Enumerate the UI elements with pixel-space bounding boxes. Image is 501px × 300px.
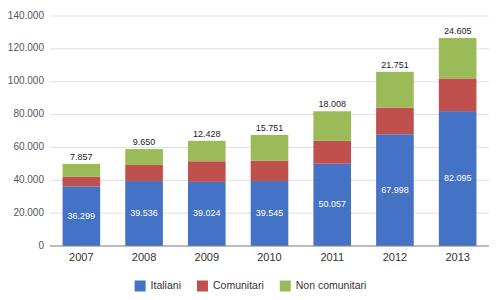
y-tick-label: 80.000 bbox=[13, 108, 44, 119]
legend-swatch bbox=[197, 281, 208, 292]
legend-label: Comunitari bbox=[213, 279, 264, 291]
legend: Italiani Comunitari Non comunitari bbox=[135, 279, 367, 292]
bar-segment bbox=[63, 177, 101, 187]
bar-segment bbox=[188, 161, 226, 182]
x-tick-label: 2008 bbox=[132, 251, 156, 263]
bar-segment bbox=[376, 134, 414, 246]
legend-item: Non comunitari bbox=[280, 279, 367, 292]
bar-segment bbox=[188, 141, 226, 161]
grid-line bbox=[50, 246, 489, 247]
y-tick-label: 140.000 bbox=[8, 10, 45, 21]
y-tick-label: 100.000 bbox=[8, 75, 45, 86]
bar-segment bbox=[251, 181, 289, 246]
legend-item: Italiani bbox=[135, 279, 181, 292]
bars bbox=[63, 38, 477, 246]
bar-segment bbox=[439, 38, 477, 78]
bar-segment bbox=[251, 135, 289, 161]
bar-segment bbox=[313, 164, 351, 246]
data-label: 39.024 bbox=[193, 208, 221, 218]
x-axis-line bbox=[50, 246, 489, 247]
legend-swatch bbox=[135, 281, 146, 292]
data-labels: 36.299 39.536 39.024 39.545 50.057 67.998 82.0… bbox=[68, 26, 472, 221]
bar-segment bbox=[439, 111, 477, 246]
bar-segment bbox=[439, 78, 477, 111]
data-label: 15.751 bbox=[256, 123, 284, 133]
legend-label: Italiani bbox=[151, 279, 181, 291]
data-label: 12.428 bbox=[193, 129, 221, 139]
y-tick-label: 120.000 bbox=[8, 42, 45, 53]
grid-line bbox=[50, 114, 489, 115]
bar-segment bbox=[313, 141, 351, 164]
grid bbox=[50, 16, 489, 246]
bar-segment bbox=[125, 165, 163, 181]
data-label: 67.998 bbox=[381, 185, 409, 195]
x-tick-label: 2007 bbox=[69, 251, 93, 263]
y-tick-label: 40.000 bbox=[13, 174, 44, 185]
data-label: 21.751 bbox=[381, 60, 409, 70]
data-label: 39.545 bbox=[256, 208, 284, 218]
x-tick-label: 2012 bbox=[383, 251, 407, 263]
chart: 0 20.000 40.000 60.000 80.000 100.000 120.000 1… bbox=[0, 0, 501, 300]
bar-segment bbox=[188, 182, 226, 246]
bar-segment bbox=[125, 149, 163, 165]
bar-segment bbox=[63, 164, 101, 177]
bar-segment bbox=[313, 111, 351, 141]
bar-segment bbox=[251, 161, 289, 181]
grid-line bbox=[50, 48, 489, 49]
y-tick-label: 60.000 bbox=[13, 141, 44, 152]
data-label: 36.299 bbox=[68, 211, 96, 221]
x-tick-label: 2011 bbox=[320, 251, 344, 263]
data-label: 50.057 bbox=[318, 199, 346, 209]
data-label: 39.536 bbox=[130, 208, 158, 218]
bar-segment bbox=[125, 181, 163, 246]
data-label: 7.857 bbox=[70, 152, 93, 162]
data-label: 82.095 bbox=[444, 173, 472, 183]
grid-line bbox=[50, 81, 489, 82]
bar-segment bbox=[63, 186, 101, 246]
x-tick-label: 2010 bbox=[257, 251, 281, 263]
data-label: 24.605 bbox=[444, 26, 472, 36]
y-tick-label: 20.000 bbox=[13, 207, 44, 218]
bar-segment bbox=[376, 72, 414, 108]
legend-label: Non comunitari bbox=[296, 279, 367, 291]
x-tick-label: 2013 bbox=[445, 251, 469, 263]
grid-line bbox=[50, 16, 489, 17]
data-label: 18.008 bbox=[318, 99, 346, 109]
x-tick-label: 2009 bbox=[195, 251, 219, 263]
data-label: 9.650 bbox=[133, 137, 156, 147]
bar-segment bbox=[376, 108, 414, 135]
y-tick-label: 0 bbox=[38, 240, 44, 251]
legend-swatch bbox=[280, 281, 291, 292]
legend-item: Comunitari bbox=[197, 279, 264, 292]
